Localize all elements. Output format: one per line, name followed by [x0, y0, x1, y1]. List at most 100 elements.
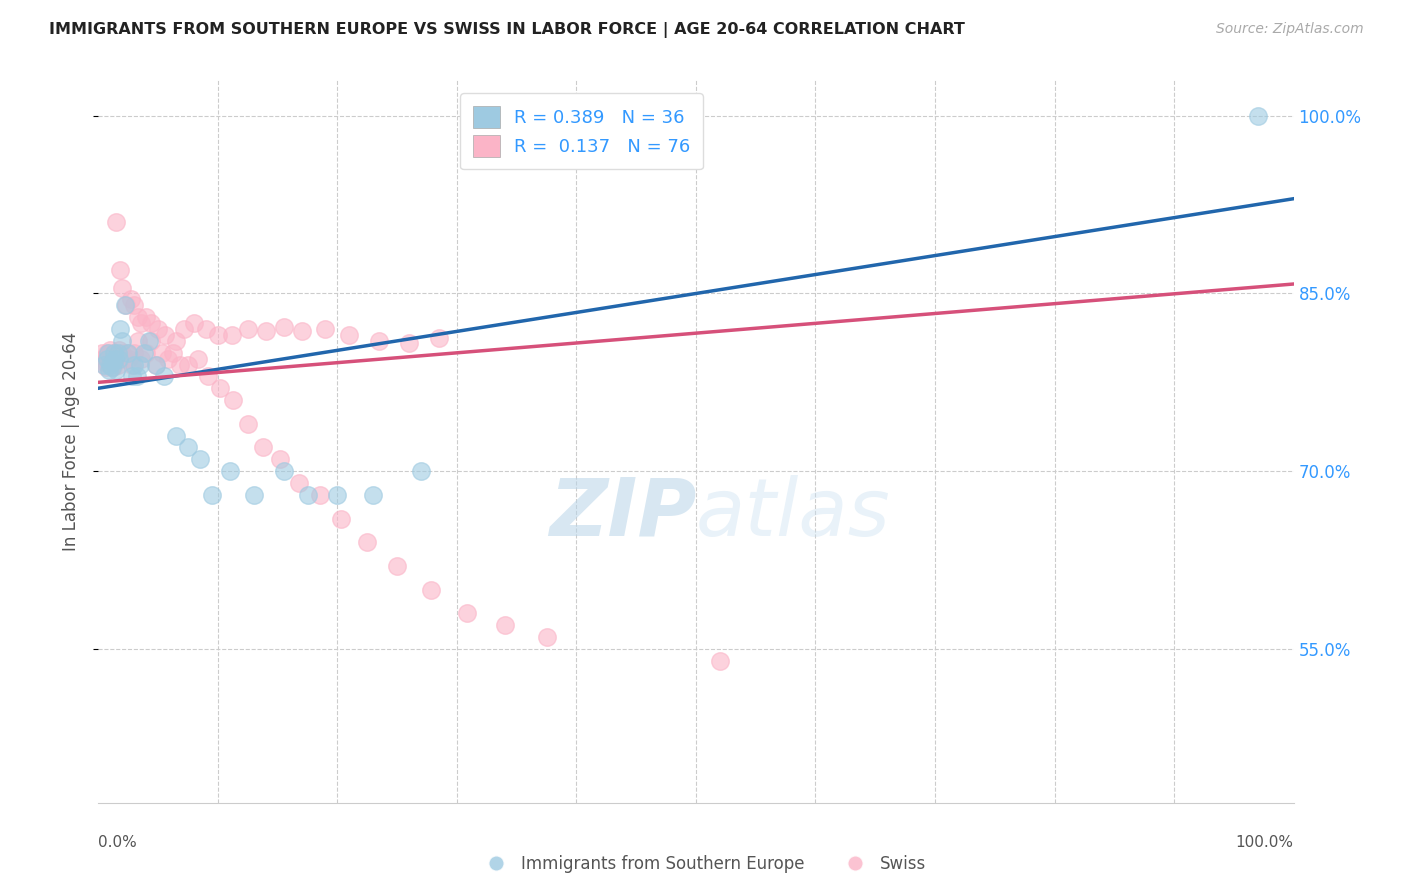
Point — [127, 310, 149, 325]
Point — [101, 359, 124, 374]
Point — [330, 511, 353, 525]
Point — [115, 298, 138, 312]
Point — [207, 327, 229, 342]
Point — [411, 464, 433, 478]
Point — [150, 345, 173, 359]
Point — [139, 316, 162, 330]
Point — [254, 325, 277, 339]
Point — [125, 369, 148, 384]
Point — [101, 355, 124, 369]
Point — [339, 327, 361, 342]
Text: IMMIGRANTS FROM SOUTHERN EUROPE VS SWISS IN LABOR FORCE | AGE 20-64 CORRELATION : IMMIGRANTS FROM SOUTHERN EUROPE VS SWISS… — [49, 22, 965, 38]
Point — [236, 417, 259, 431]
Point — [177, 358, 200, 372]
Text: 0.0%: 0.0% — [98, 835, 138, 850]
Point — [96, 345, 118, 359]
Point — [297, 488, 319, 502]
Point — [494, 618, 516, 632]
Point — [363, 488, 385, 502]
Point — [103, 345, 125, 359]
Point — [111, 334, 134, 348]
Point — [129, 358, 152, 372]
Point — [97, 345, 120, 359]
Point — [153, 369, 176, 384]
Y-axis label: In Labor Force | Age 20-64: In Labor Force | Age 20-64 — [62, 332, 80, 551]
Point — [91, 351, 114, 366]
Point — [105, 348, 128, 362]
Point — [124, 358, 146, 372]
Point — [169, 358, 191, 372]
Point — [131, 351, 153, 366]
Point — [93, 358, 115, 372]
Point — [98, 343, 122, 358]
Point — [91, 345, 114, 359]
Point — [209, 381, 232, 395]
Point — [427, 331, 450, 345]
Point — [114, 298, 136, 312]
Point — [145, 358, 167, 372]
Point — [308, 488, 330, 502]
Point — [111, 345, 134, 359]
Point — [107, 343, 129, 358]
Point — [197, 369, 219, 384]
Point — [385, 558, 409, 573]
Point — [1247, 109, 1270, 123]
Point — [97, 351, 120, 366]
Point — [98, 358, 121, 372]
Point — [173, 322, 195, 336]
Text: 100.0%: 100.0% — [1236, 835, 1294, 850]
Point — [93, 355, 115, 369]
Point — [114, 351, 136, 366]
Point — [221, 327, 243, 342]
Point — [291, 325, 314, 339]
Point — [145, 358, 167, 372]
Point — [121, 358, 143, 372]
Point — [709, 654, 731, 668]
Point — [188, 452, 211, 467]
Point — [162, 345, 184, 359]
Point — [536, 630, 558, 644]
Point — [326, 488, 349, 502]
Point — [273, 319, 295, 334]
Point — [183, 316, 205, 330]
Point — [148, 322, 170, 336]
Point — [139, 334, 162, 348]
Point — [118, 351, 141, 366]
Point — [104, 351, 127, 366]
Point — [273, 464, 295, 478]
Point — [98, 358, 122, 372]
Legend: R = 0.389   N = 36, R =  0.137   N = 76: R = 0.389 N = 36, R = 0.137 N = 76 — [460, 93, 703, 169]
Point — [108, 322, 131, 336]
Point — [252, 441, 274, 455]
Point — [456, 607, 478, 621]
Point — [111, 280, 134, 294]
Point — [108, 262, 131, 277]
Point — [288, 475, 311, 490]
Point — [121, 369, 143, 384]
Point — [120, 293, 142, 307]
Point — [177, 441, 200, 455]
Point — [96, 351, 118, 366]
Point — [269, 452, 291, 467]
Point — [368, 334, 391, 348]
Point — [100, 351, 122, 366]
Point — [124, 345, 146, 359]
Point — [201, 488, 224, 502]
Point — [94, 359, 117, 374]
Point — [98, 363, 121, 377]
Point — [419, 582, 441, 597]
Point — [398, 336, 420, 351]
Point — [138, 334, 160, 348]
Point — [108, 351, 131, 366]
Point — [104, 351, 127, 366]
Point — [127, 334, 149, 348]
Point — [243, 488, 266, 502]
Point — [105, 215, 128, 229]
Point — [105, 363, 128, 377]
Point — [165, 334, 187, 348]
Point — [115, 345, 138, 359]
Text: Source: ZipAtlas.com: Source: ZipAtlas.com — [1216, 22, 1364, 37]
Point — [219, 464, 242, 478]
Point — [236, 322, 259, 336]
Point — [315, 322, 337, 336]
